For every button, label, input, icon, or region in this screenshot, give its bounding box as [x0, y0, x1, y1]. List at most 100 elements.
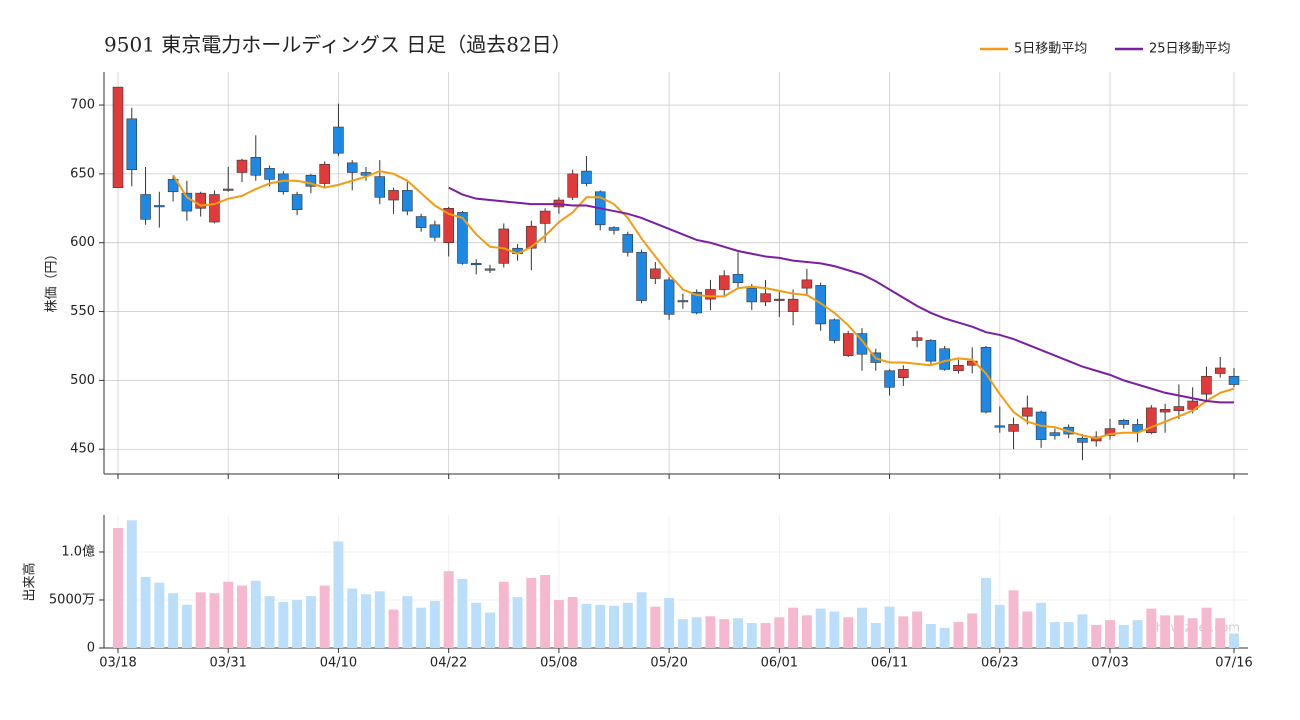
candle-body	[415, 216, 427, 228]
volume-bar	[733, 618, 743, 648]
volume-bar	[237, 585, 247, 648]
volume-bar	[1049, 622, 1060, 648]
x-tick-label: 03/31	[209, 656, 246, 671]
candle-body	[842, 333, 854, 356]
volume-bar	[705, 616, 716, 648]
volume-bar	[719, 619, 730, 648]
candle-body	[801, 279, 813, 289]
candle-body	[925, 340, 937, 362]
candle-body	[140, 194, 151, 220]
candle-body	[581, 170, 592, 184]
volume-bar	[1022, 611, 1033, 648]
candle-body	[746, 287, 758, 303]
candle-body	[1118, 420, 1130, 425]
candle-body	[112, 86, 124, 188]
volume-bar	[443, 571, 454, 648]
y-tick-label: 450	[70, 442, 95, 457]
volume-bar	[1146, 608, 1157, 648]
volume-bar	[609, 605, 619, 648]
volume-bar	[981, 577, 991, 648]
candle-body	[305, 174, 317, 187]
candle-body	[787, 298, 799, 312]
legend-label: 5日移動平均	[1014, 42, 1087, 57]
candle-body	[691, 291, 702, 314]
ma-line	[172, 170, 1235, 440]
candle-body	[622, 234, 634, 253]
candle-body	[209, 194, 220, 223]
volume-bar	[154, 582, 165, 648]
volume-bar	[292, 599, 303, 648]
volume-bar	[526, 577, 537, 648]
candle-body	[774, 298, 785, 301]
volume-bar	[1118, 624, 1129, 648]
candle-body	[526, 225, 537, 249]
candle-body	[167, 179, 179, 193]
x-tick-label: 05/20	[650, 656, 687, 671]
ma-line	[448, 186, 1234, 404]
volume-bar	[278, 601, 289, 648]
volume-bar	[1105, 620, 1115, 648]
volume-bar	[402, 596, 413, 648]
volume-bar	[485, 612, 495, 648]
volume-bar	[498, 581, 509, 648]
candle-body	[994, 425, 1006, 428]
volume-bar	[1008, 590, 1019, 648]
volume-bar	[925, 623, 936, 648]
volume-bar	[113, 527, 123, 648]
candle-body	[236, 159, 248, 173]
volume-bar	[567, 597, 578, 648]
volume-bar	[581, 603, 592, 648]
candle-body	[484, 268, 496, 271]
volume-bar	[595, 604, 606, 648]
candle-body	[1022, 407, 1033, 417]
candle-body	[1201, 375, 1212, 395]
volume-bar	[1077, 614, 1088, 648]
candle-body	[333, 126, 344, 154]
volume-bar	[1173, 615, 1184, 648]
candle-body	[636, 252, 647, 301]
candle-body	[374, 176, 386, 198]
candle-body	[939, 348, 950, 370]
candle-body	[443, 207, 454, 244]
y-tick-label: 700	[70, 98, 95, 113]
volume-bar	[746, 623, 757, 648]
volume-bar	[912, 611, 923, 648]
candle-body	[181, 192, 193, 212]
volume-bar	[788, 607, 799, 648]
candle-body	[1077, 437, 1088, 443]
x-tick-label: 03/18	[99, 656, 136, 671]
candle-body	[1214, 367, 1226, 374]
candle-body	[250, 157, 262, 176]
x-tick-label: 06/01	[761, 656, 798, 671]
volume-bar	[636, 592, 647, 648]
candle-body	[319, 163, 330, 184]
volume-bar	[181, 604, 192, 648]
candle-body	[1159, 408, 1171, 413]
candle-body	[126, 118, 138, 171]
volume-bar	[774, 617, 785, 648]
volume-bar	[195, 592, 206, 648]
y-tick-label: 5000万	[49, 592, 95, 607]
candle-body	[498, 228, 510, 264]
candle-body	[1049, 432, 1061, 436]
candle-body	[1146, 407, 1157, 433]
volume-bar	[512, 597, 523, 648]
candle-body	[1228, 375, 1240, 385]
volume-bar	[540, 575, 551, 648]
volume-bar	[815, 608, 826, 648]
volume-bar	[168, 593, 179, 648]
x-tick-label: 07/16	[1215, 656, 1252, 671]
candle-body	[1008, 424, 1019, 432]
volume-bar	[801, 615, 812, 648]
volume-bar	[223, 581, 234, 648]
candle-body	[898, 369, 909, 378]
x-tick-label: 07/03	[1091, 656, 1128, 671]
y-tick-label: 550	[70, 304, 95, 319]
volume-bar	[664, 598, 675, 648]
y-tick-label: 1.0億	[61, 543, 95, 559]
volume-bar	[857, 607, 867, 648]
volume-bar	[347, 588, 358, 648]
volume-bar	[829, 611, 840, 648]
volume-bar	[250, 580, 261, 648]
